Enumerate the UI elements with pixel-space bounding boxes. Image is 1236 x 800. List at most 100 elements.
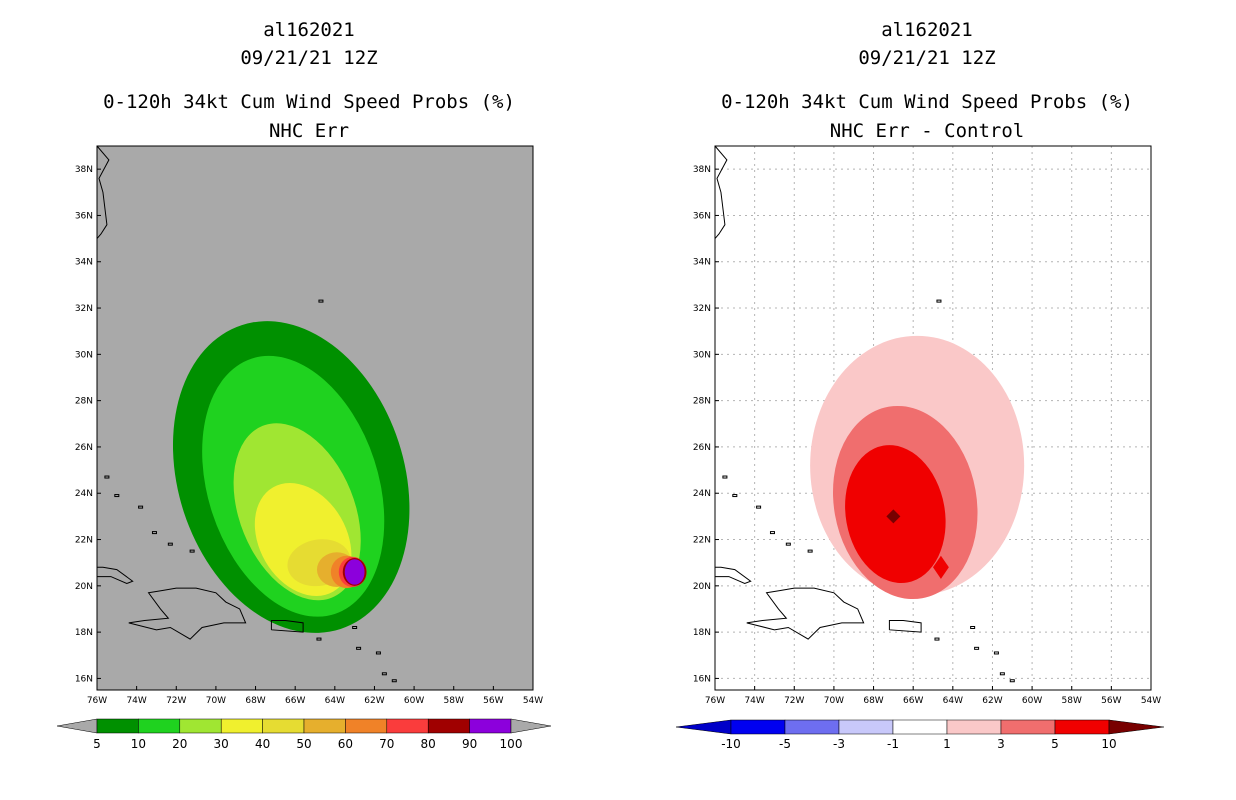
colorbar-label: 70 — [379, 737, 394, 751]
island-outline — [934, 637, 940, 641]
island-outline — [318, 299, 324, 303]
colorbar-bin — [386, 718, 429, 734]
chart-title: 0-120h 34kt Cum Wind Speed Probs (%) — [721, 91, 1133, 113]
x-tick-label: 56W — [1101, 696, 1121, 706]
colorbar-bin — [345, 718, 388, 734]
island-outline — [999, 672, 1005, 676]
y-tick-label: 36N — [75, 211, 93, 221]
colorbar-bin — [1054, 719, 1110, 735]
plot-frame — [96, 145, 534, 691]
colorbar-label: 3 — [997, 737, 1005, 751]
x-tick-label: 54W — [1141, 696, 1161, 706]
y-tick-label: 28N — [75, 397, 93, 407]
island-outline — [974, 646, 980, 650]
colorbar-label: -1 — [887, 737, 899, 751]
x-tick-label: 64W — [325, 696, 345, 706]
coastline — [715, 566, 752, 585]
chart-subtitle: NHC Err - Control — [829, 120, 1025, 142]
colorbar-label: 40 — [255, 737, 270, 751]
x-tick-label: 72W — [166, 696, 186, 706]
island-outline — [138, 505, 144, 509]
x-tick-label: 70W — [206, 696, 226, 706]
x-tick-label: 68W — [863, 696, 883, 706]
island-outline — [167, 542, 173, 546]
island-outline — [785, 542, 791, 546]
y-tick-label: 22N — [75, 536, 93, 546]
x-tick-label: 70W — [824, 696, 844, 706]
colorbar-label: 50 — [296, 737, 311, 751]
y-tick-label: 32N — [75, 304, 93, 314]
storm-id: al162021 — [263, 19, 355, 41]
y-tick-label: 26N — [693, 443, 711, 453]
coastline — [746, 587, 865, 640]
x-tick-label: 76W — [87, 696, 107, 706]
island-outline — [114, 494, 120, 498]
y-tick-label: 28N — [693, 397, 711, 407]
x-tick-label: 74W — [744, 696, 764, 706]
panel-nhc-err: al162021 09/21/21 12Z 0-120h 34kt Cum Wi… — [56, 19, 552, 751]
storm-id: al162021 — [881, 19, 973, 41]
colorbar-bin — [303, 718, 346, 734]
colorbar-overflow — [510, 718, 552, 734]
colorbar-bin — [838, 719, 894, 735]
colorbar-label: 10 — [1101, 737, 1116, 751]
x-tick-label: 54W — [523, 696, 543, 706]
y-tick-label: 34N — [693, 258, 711, 268]
colorbar-bin — [262, 718, 305, 734]
x-tick-label: 62W — [364, 696, 384, 706]
island-outline — [722, 475, 728, 479]
colorbar-underflow — [56, 718, 98, 734]
colorbar-bin — [427, 718, 470, 734]
colorbar-underflow — [675, 719, 732, 735]
colorbar-label: -10 — [721, 737, 741, 751]
colorbar-label: 100 — [500, 737, 523, 751]
island-outline — [189, 549, 195, 553]
x-tick-label: 66W — [903, 696, 923, 706]
colorbar-bin — [784, 719, 840, 735]
island-outline — [381, 672, 387, 676]
island-outline — [970, 625, 976, 629]
y-tick-label: 26N — [75, 443, 93, 453]
colorbar-bin — [179, 718, 222, 734]
colorbar-label: -5 — [779, 737, 791, 751]
colorbar-bin — [138, 718, 181, 734]
island-outline — [807, 549, 813, 553]
island-outline — [936, 299, 942, 303]
island-outline — [151, 531, 157, 535]
y-tick-label: 16N — [75, 674, 93, 684]
colorbar-label: 10 — [131, 737, 146, 751]
colorbar-bin — [892, 719, 948, 735]
plot-frame — [714, 145, 1152, 691]
x-tick-label: 60W — [404, 696, 424, 706]
chart-title: 0-120h 34kt Cum Wind Speed Probs (%) — [103, 91, 515, 113]
y-tick-label: 20N — [75, 582, 93, 592]
island-outline — [756, 505, 762, 509]
contour-level-5 — [933, 555, 949, 579]
island-outline — [104, 475, 110, 479]
colorbar-bin — [946, 719, 1002, 735]
x-tick-label: 66W — [285, 696, 305, 706]
colorbar-label: 5 — [1051, 737, 1059, 751]
y-tick-label: 20N — [693, 582, 711, 592]
y-tick-label: 34N — [75, 258, 93, 268]
coastline — [96, 145, 110, 239]
colorbar-label: 30 — [214, 737, 229, 751]
island-outline — [732, 494, 738, 498]
y-tick-label: 22N — [693, 536, 711, 546]
island-outline — [769, 531, 775, 535]
x-tick-label: 58W — [1062, 696, 1082, 706]
colorbar-bin — [1000, 719, 1056, 735]
y-tick-label: 18N — [693, 628, 711, 638]
contour-level-10 — [886, 509, 901, 524]
y-tick-label: 30N — [75, 350, 93, 360]
colorbar-label: -3 — [833, 737, 845, 751]
x-tick-label: 74W — [126, 696, 146, 706]
x-tick-label: 58W — [444, 696, 464, 706]
coastline — [888, 620, 922, 633]
island-outline — [993, 651, 999, 655]
island-outline — [356, 646, 362, 650]
x-tick-label: 76W — [705, 696, 725, 706]
colorbar-label: 5 — [93, 737, 101, 751]
y-tick-label: 38N — [693, 165, 711, 175]
y-tick-label: 24N — [75, 489, 93, 499]
